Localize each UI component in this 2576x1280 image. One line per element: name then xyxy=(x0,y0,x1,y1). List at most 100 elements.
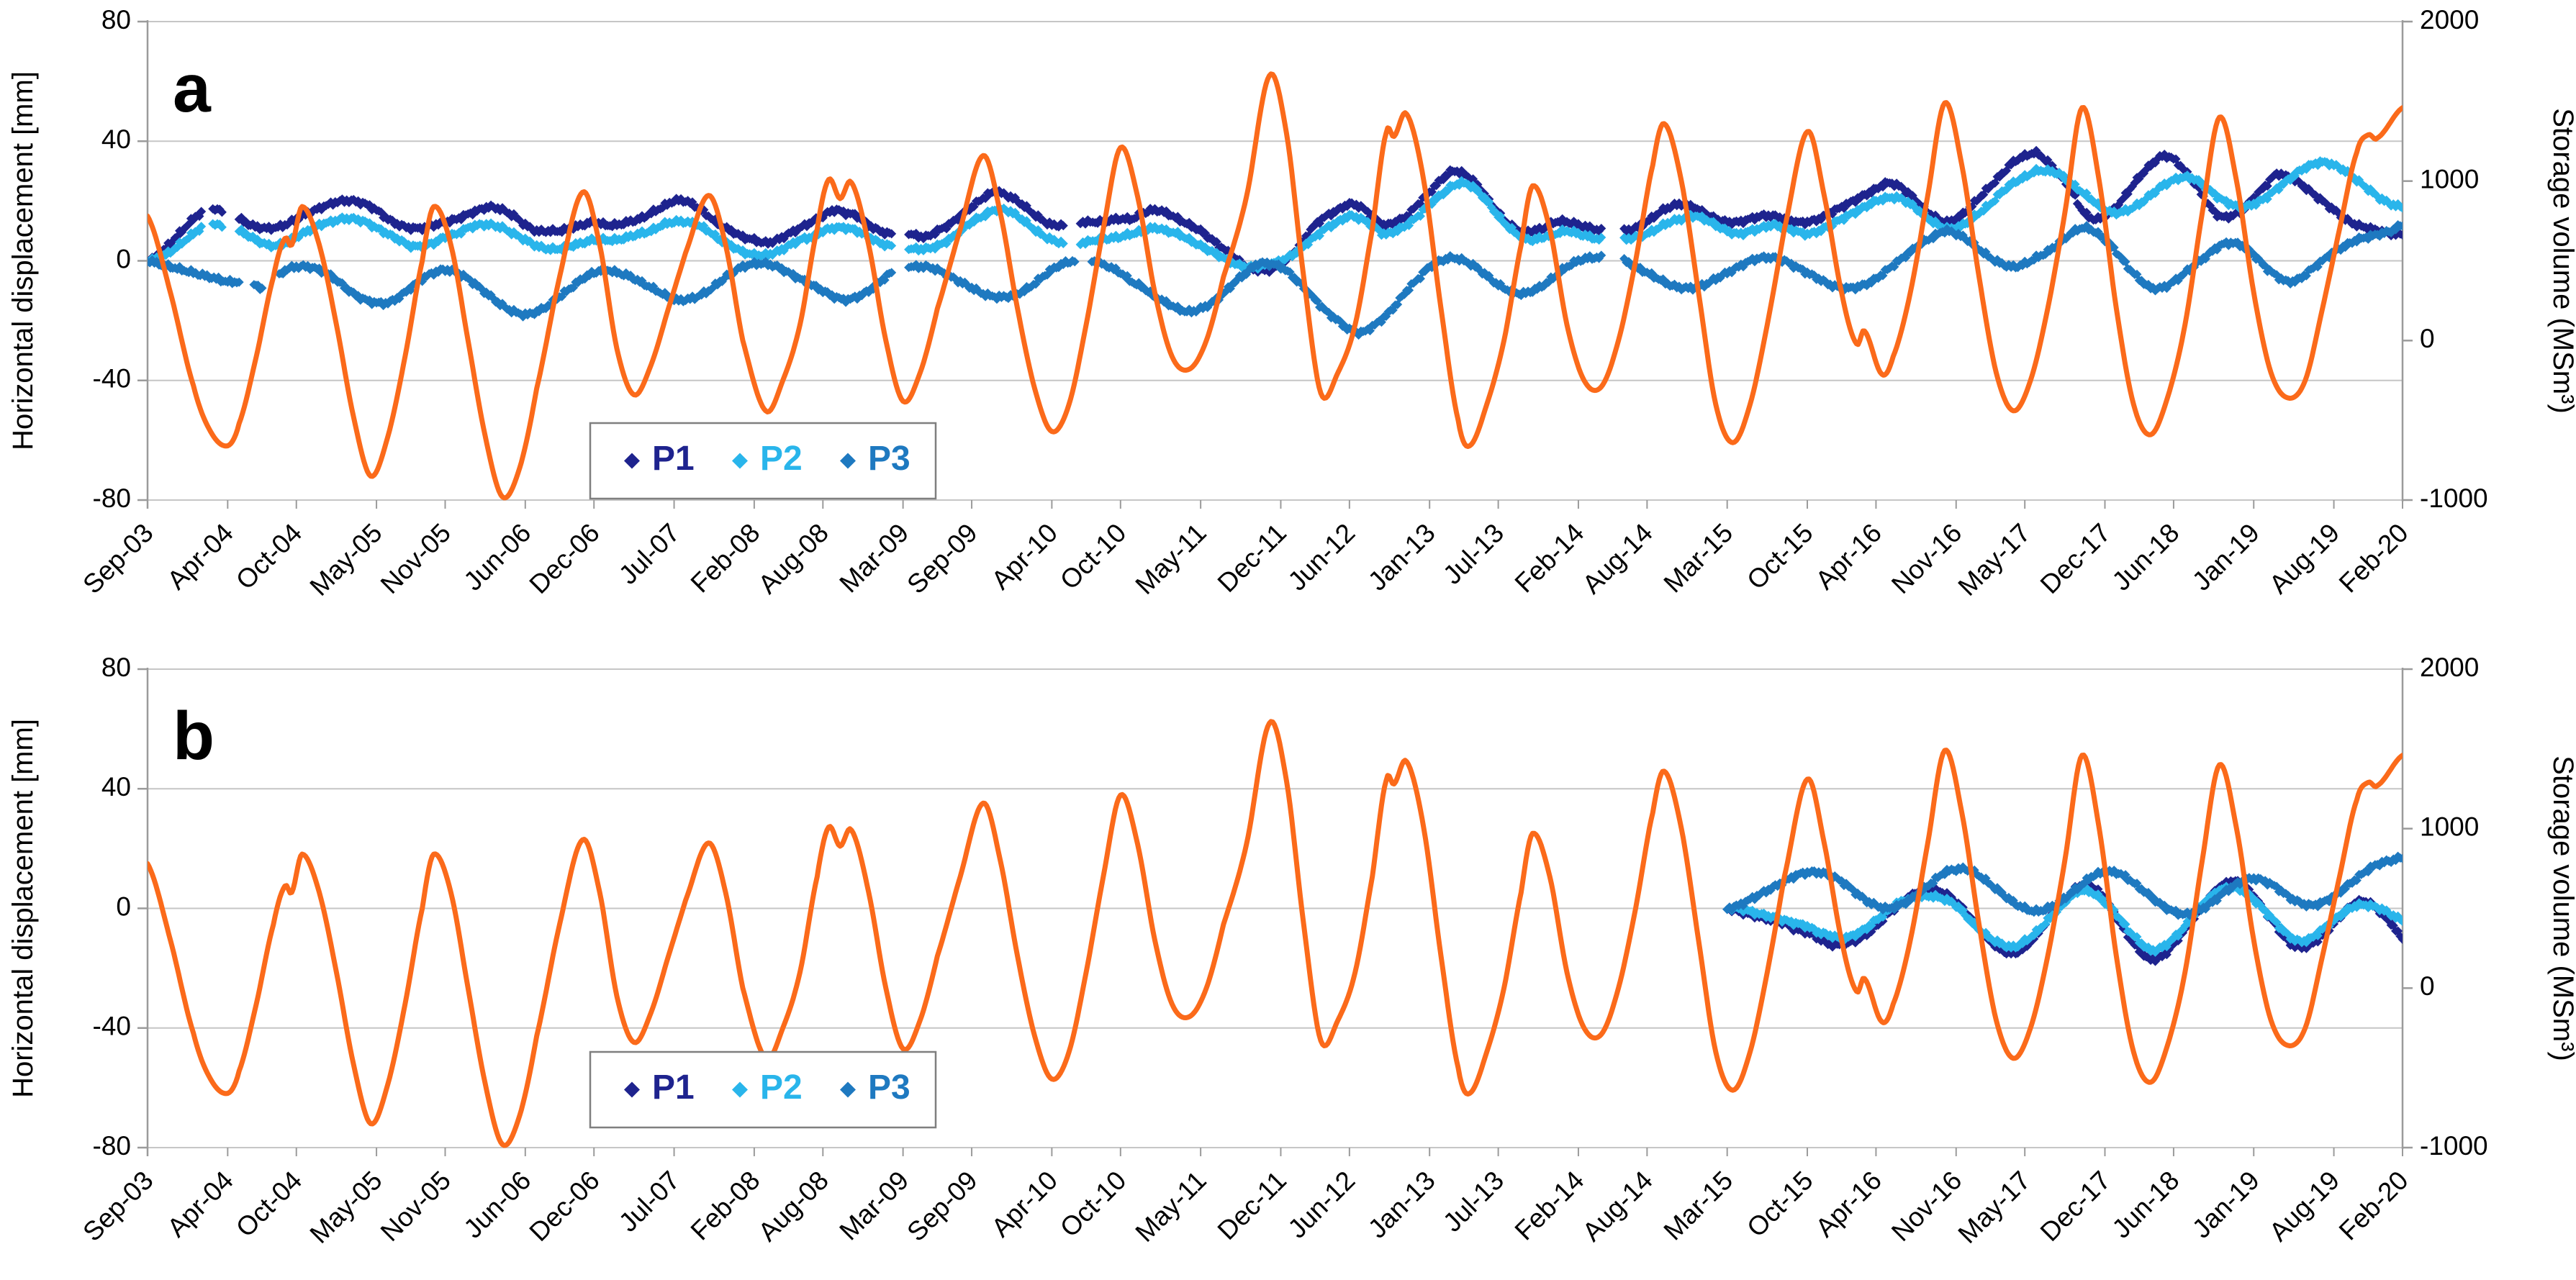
legend-marker-diamond-icon xyxy=(732,1081,748,1098)
svg-text:Nov-05: Nov-05 xyxy=(375,518,456,599)
svg-text:1000: 1000 xyxy=(2420,812,2479,841)
svg-text:Jan-19: Jan-19 xyxy=(2187,518,2265,596)
svg-text:May-17: May-17 xyxy=(1953,518,2036,602)
svg-text:Aug-14: Aug-14 xyxy=(1577,1166,1658,1247)
svg-text:Jun-06: Jun-06 xyxy=(458,518,536,596)
svg-text:Aug-19: Aug-19 xyxy=(2264,518,2345,599)
svg-text:Feb-14: Feb-14 xyxy=(1509,1166,1590,1246)
tick-marks xyxy=(137,20,2413,509)
series-area xyxy=(148,71,2403,501)
series-p3-scatter xyxy=(148,220,2403,340)
series-p1-scatter xyxy=(1722,876,2403,966)
svg-text:2000: 2000 xyxy=(2420,5,2479,35)
svg-text:Oct-04: Oct-04 xyxy=(230,518,308,596)
svg-text:Apr-10: Apr-10 xyxy=(986,518,1064,596)
series-area xyxy=(148,719,2403,1148)
svg-text:Nov-16: Nov-16 xyxy=(1886,1166,1967,1247)
svg-text:80: 80 xyxy=(101,5,131,35)
svg-text:Sep-09: Sep-09 xyxy=(901,518,982,599)
svg-text:Mar-15: Mar-15 xyxy=(1658,518,1738,599)
legend-item-p1: P1 xyxy=(624,1068,695,1107)
legend-label: P2 xyxy=(760,1068,803,1107)
legend-item-p3: P3 xyxy=(840,440,910,478)
y-axis-right-title: Storage volume (MSm³) xyxy=(2547,108,2576,414)
legend-item-p2: P2 xyxy=(732,440,803,478)
legend-marker-diamond-icon xyxy=(840,453,856,469)
svg-text:Aug-08: Aug-08 xyxy=(753,1166,834,1247)
svg-text:Jan-19: Jan-19 xyxy=(2187,1166,2265,1244)
svg-text:Aug-14: Aug-14 xyxy=(1577,518,1658,599)
svg-text:Nov-16: Nov-16 xyxy=(1886,518,1967,599)
svg-text:Sep-09: Sep-09 xyxy=(901,1166,982,1247)
series-p3-scatter xyxy=(1722,851,2403,920)
y-axis-right-labels: 2000 1000 0 -1000 xyxy=(2420,5,2488,513)
svg-text:Jun-12: Jun-12 xyxy=(1283,1166,1361,1244)
svg-text:Apr-04: Apr-04 xyxy=(161,518,239,596)
svg-text:Apr-04: Apr-04 xyxy=(161,1166,239,1243)
svg-text:Sep-03: Sep-03 xyxy=(77,518,158,599)
storage-volume-line xyxy=(148,71,2403,501)
y-axis-right-title: Storage volume (MSm³) xyxy=(2547,755,2576,1061)
svg-text:40: 40 xyxy=(101,772,131,802)
svg-text:Jun-18: Jun-18 xyxy=(2107,518,2185,596)
svg-text:Jan-13: Jan-13 xyxy=(1362,1166,1441,1244)
svg-text:Jun-06: Jun-06 xyxy=(458,1166,536,1244)
svg-text:Dec-17: Dec-17 xyxy=(2035,518,2116,599)
panel-letter-a: a xyxy=(173,50,212,127)
svg-text:Jan-13: Jan-13 xyxy=(1362,518,1441,596)
y-axis-right-labels: 2000 1000 0 -1000 xyxy=(2420,653,2488,1161)
legend-item-p1: P1 xyxy=(624,440,695,478)
svg-text:Aug-08: Aug-08 xyxy=(753,518,834,599)
legend-label: P1 xyxy=(652,1068,695,1107)
svg-text:-40: -40 xyxy=(93,364,131,394)
svg-text:Oct-04: Oct-04 xyxy=(230,1166,308,1243)
svg-text:Jul-07: Jul-07 xyxy=(613,518,685,590)
svg-text:Oct-10: Oct-10 xyxy=(1054,1166,1132,1243)
svg-text:Dec-06: Dec-06 xyxy=(524,518,605,599)
svg-text:-80: -80 xyxy=(93,484,131,513)
legend: P1 P2 P3 xyxy=(589,422,937,500)
svg-text:Jul-13: Jul-13 xyxy=(1437,518,1509,590)
svg-text:Dec-06: Dec-06 xyxy=(524,1166,605,1247)
svg-text:40: 40 xyxy=(101,124,131,154)
svg-text:Jun-18: Jun-18 xyxy=(2107,1166,2185,1244)
svg-text:Jul-13: Jul-13 xyxy=(1437,1166,1509,1238)
svg-text:Jun-12: Jun-12 xyxy=(1283,518,1361,596)
y-axis-left-title: Horizontal displacement [mm] xyxy=(7,71,39,450)
legend-marker-diamond-icon xyxy=(624,453,640,469)
svg-text:Mar-09: Mar-09 xyxy=(833,518,914,599)
legend-label: P2 xyxy=(760,440,803,478)
svg-text:May-11: May-11 xyxy=(1129,518,1211,600)
series-p1-scatter xyxy=(148,145,2403,277)
svg-text:Dec-17: Dec-17 xyxy=(2035,1166,2116,1247)
svg-text:Dec-11: Dec-11 xyxy=(1212,1166,1292,1245)
svg-text:0: 0 xyxy=(2420,324,2435,353)
svg-text:Apr-16: Apr-16 xyxy=(1810,1166,1888,1243)
svg-text:-1000: -1000 xyxy=(2420,484,2488,513)
svg-text:0: 0 xyxy=(116,244,131,273)
svg-text:-1000: -1000 xyxy=(2420,1131,2488,1161)
svg-text:Apr-10: Apr-10 xyxy=(986,1166,1064,1243)
svg-text:Oct-15: Oct-15 xyxy=(1741,518,1819,596)
svg-text:Oct-10: Oct-10 xyxy=(1054,518,1132,596)
legend-marker-diamond-icon xyxy=(624,1081,640,1098)
legend-marker-diamond-icon xyxy=(840,1081,856,1098)
legend-label: P3 xyxy=(868,1068,910,1107)
svg-text:Aug-19: Aug-19 xyxy=(2264,1166,2345,1247)
y-axis-left-labels: 80 40 0 -40 -80 xyxy=(93,653,131,1161)
svg-text:0: 0 xyxy=(116,891,131,921)
legend: P1 P2 P3 xyxy=(589,1050,937,1129)
svg-text:0: 0 xyxy=(2420,971,2435,1001)
svg-text:Sep-03: Sep-03 xyxy=(77,1166,158,1247)
panel-letter-b: b xyxy=(173,698,214,774)
tick-marks xyxy=(137,668,2413,1156)
svg-text:Mar-15: Mar-15 xyxy=(1658,1166,1738,1246)
svg-text:2000: 2000 xyxy=(2420,653,2479,682)
legend-label: P1 xyxy=(652,440,695,478)
svg-text:-40: -40 xyxy=(93,1012,131,1041)
